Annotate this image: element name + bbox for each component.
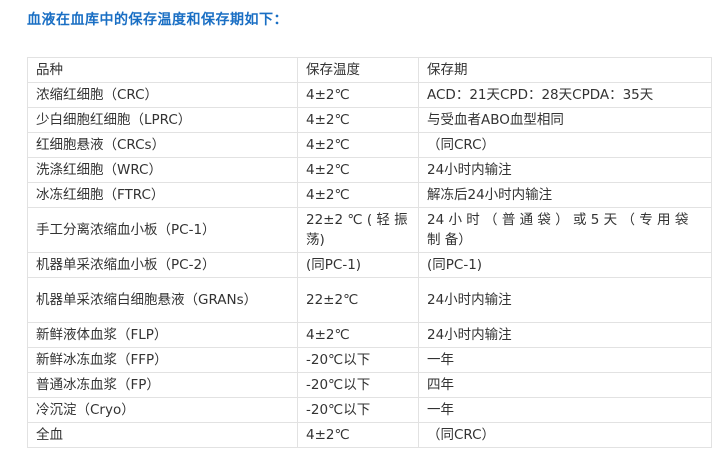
table-cell: 24 小 时 （ 普 通 袋 ） 或 5 天 （ 专 用 袋 制 备） xyxy=(418,207,712,253)
table-cell: 机器单采浓缩白细胞悬液（GRANs） xyxy=(27,277,298,323)
table-cell: -20℃以下 xyxy=(297,372,419,398)
table-row: 普通冰冻血浆（FP） -20℃以下 四年 xyxy=(27,372,712,398)
table-cell: 一年 xyxy=(418,397,712,423)
table-cell: 冷沉淀（Cryo） xyxy=(27,397,298,423)
table-row: 红细胞悬液（CRCs） 4±2℃ （同CRC） xyxy=(27,132,712,158)
table-cell: 浓缩红细胞（CRC） xyxy=(27,82,298,108)
table-row: 机器单采浓缩血小板（PC-2） (同PC-1) (同PC-1) xyxy=(27,252,712,278)
table-row: 全血 4±2℃ （同CRC） xyxy=(27,422,712,448)
table-row: 新鲜冰冻血浆（FFP） -20℃以下 一年 xyxy=(27,347,712,373)
table-cell: 普通冰冻血浆（FP） xyxy=(27,372,298,398)
table-row: 浓缩红细胞（CRC） 4±2℃ ACD：21天CPD：28天CPDA：35天 xyxy=(27,82,712,108)
table-cell: 一年 xyxy=(418,347,712,373)
blood-storage-table: 品种 保存温度 保存期 浓缩红细胞（CRC） 4±2℃ ACD：21天CPD：28天CP… xyxy=(27,57,712,448)
table-cell: 22±2℃ xyxy=(297,277,419,323)
table-row: 机器单采浓缩白细胞悬液（GRANs） 22±2℃ 24小时内输注 xyxy=(27,277,712,323)
table-cell: 4±2℃ xyxy=(297,107,419,133)
table-cell: 冰冻红细胞（FTRC） xyxy=(27,182,298,208)
table-cell: (同PC-1) xyxy=(297,252,419,278)
table-cell: 4±2℃ xyxy=(297,182,419,208)
table-cell: 新鲜液体血浆（FLP） xyxy=(27,322,298,348)
table-cell: 22±2 ℃ ( 轻 振 荡) xyxy=(297,207,419,253)
table-cell: 解冻后24小时内输注 xyxy=(418,182,712,208)
column-header: 品种 xyxy=(27,57,298,83)
table-row: 手工分离浓缩血小板（PC-1） 22±2 ℃ ( 轻 振 荡) 24 小 时 （ 普… xyxy=(27,207,712,253)
table-cell: 4±2℃ xyxy=(297,157,419,183)
table-cell: (同PC-1) xyxy=(418,252,712,278)
table-header-row: 品种 保存温度 保存期 xyxy=(27,57,712,83)
table-cell: -20℃以下 xyxy=(297,397,419,423)
table-cell: 少白细胞红细胞（LPRC） xyxy=(27,107,298,133)
table-cell: （同CRC） xyxy=(418,132,712,158)
table-cell: 四年 xyxy=(418,372,712,398)
table-cell: 4±2℃ xyxy=(297,132,419,158)
table-cell: （同CRC） xyxy=(418,422,712,448)
table-cell: ACD：21天CPD：28天CPDA：35天 xyxy=(418,82,712,108)
table-cell: 手工分离浓缩血小板（PC-1） xyxy=(27,207,298,253)
table-cell: 洗涤红细胞（WRC） xyxy=(27,157,298,183)
table-cell: 24小时内输注 xyxy=(418,277,712,323)
table-cell: -20℃以下 xyxy=(297,347,419,373)
table-cell: 4±2℃ xyxy=(297,82,419,108)
table-row: 冰冻红细胞（FTRC） 4±2℃ 解冻后24小时内输注 xyxy=(27,182,712,208)
table-row: 洗涤红细胞（WRC） 4±2℃ 24小时内输注 xyxy=(27,157,712,183)
column-header: 保存期 xyxy=(418,57,712,83)
table-cell: 机器单采浓缩血小板（PC-2） xyxy=(27,252,298,278)
table-row: 少白细胞红细胞（LPRC） 4±2℃ 与受血者ABO血型相同 xyxy=(27,107,712,133)
table-row: 冷沉淀（Cryo） -20℃以下 一年 xyxy=(27,397,712,423)
table-cell: 与受血者ABO血型相同 xyxy=(418,107,712,133)
table-cell: 4±2℃ xyxy=(297,322,419,348)
table-cell: 全血 xyxy=(27,422,298,448)
table-cell: 24小时内输注 xyxy=(418,157,712,183)
table-cell: 红细胞悬液（CRCs） xyxy=(27,132,298,158)
column-header: 保存温度 xyxy=(297,57,419,83)
table-cell: 4±2℃ xyxy=(297,422,419,448)
table-cell: 24小时内输注 xyxy=(418,322,712,348)
page-title: 血液在血库中的保存温度和保存期如下： xyxy=(27,12,288,28)
table-cell: 新鲜冰冻血浆（FFP） xyxy=(27,347,298,373)
table-row: 新鲜液体血浆（FLP） 4±2℃ 24小时内输注 xyxy=(27,322,712,348)
